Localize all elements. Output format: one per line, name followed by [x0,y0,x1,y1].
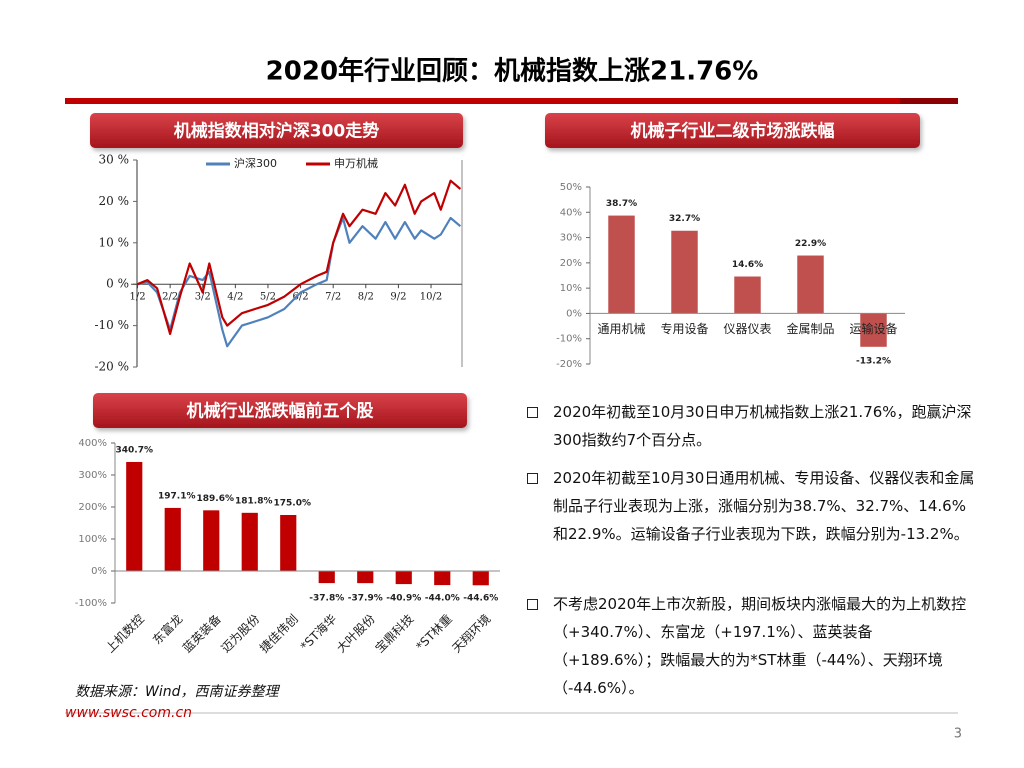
y-tick-label: -20% [556,359,582,370]
x-tick-label: 天翔环境 [449,611,494,656]
y-tick-label: 300% [78,470,107,481]
bar [164,507,181,571]
x-tick-label: 东富龙 [149,611,185,647]
series-line [137,216,462,348]
bar [241,512,258,571]
x-tick-label: 运输设备 [849,321,897,336]
x-tick-label: 5/2 [260,292,276,303]
value-label: 197.1% [158,491,196,501]
x-tick-label: 3/2 [195,292,211,303]
x-tick-label: *ST海华 [297,611,339,653]
bar [472,571,489,586]
y-tick-label: -100% [75,598,107,609]
x-tick-label: 1/2 [129,292,145,303]
y-tick-label: 30 % [99,153,130,167]
x-tick-label: 2/2 [162,292,178,303]
bar [203,510,220,571]
y-tick-label: 0% [566,308,582,319]
x-tick-label: 金属制品 [786,321,834,336]
value-label: 22.9% [795,239,826,249]
bullet: 不考虑2020年上市次新股，期间板块内涨幅最大的为上机数控（+340.7%）、东… [527,590,978,702]
y-tick-label: 20 % [99,194,130,208]
x-tick-label: 6/2 [293,292,309,303]
y-tick-label: -20 % [94,360,129,374]
legend-label: 申万机械 [334,156,378,170]
y-tick-label: 10 % [99,235,130,249]
x-tick-label: 上机数控 [102,611,147,656]
section-banner [545,113,920,148]
x-tick-label: 4/2 [227,292,243,303]
bar [671,230,698,314]
y-tick-label: 0 % [106,277,129,291]
x-tick-label: 大叶股份 [334,612,378,656]
bar [860,313,887,347]
bullet: 2020年初截至10月30日申万机械指数上涨21.76%，跑赢沪深300指数约7… [527,398,978,454]
x-tick-label: 9/2 [390,292,406,303]
bar [434,571,451,586]
bar [608,215,635,314]
x-tick-label: 宝鼎科技 [372,612,416,656]
value-label: -44.6% [463,594,498,604]
value-label: -37.9% [348,594,383,604]
y-tick-label: 30% [560,233,582,244]
bar [734,276,761,314]
bar [280,515,297,571]
x-tick-label: *ST林重 [413,612,455,654]
value-label: -37.8% [309,594,344,604]
section-banner [90,113,463,148]
x-tick-label: 通用机械 [597,321,645,336]
chart-title: 机械行业涨跌幅前五个股 [187,401,374,422]
x-tick-label: 蓝英装备 [180,612,224,656]
x-tick-label: 7/2 [325,292,341,303]
slide-title: 2020年行业回顾：机械指数上涨21.76% [266,56,759,87]
bar [126,461,143,571]
x-tick-label: 8/2 [358,292,374,303]
value-label: 175.0% [274,499,312,509]
x-tick-label: 迈为股份 [218,612,262,656]
y-tick-label: 400% [78,438,107,449]
value-label: 189.6% [197,494,235,504]
y-tick-label: 50% [560,182,582,193]
y-tick-label: -10 % [94,318,129,332]
bar [797,255,824,314]
title-rule-accent [900,98,958,104]
chart-title: 机械子行业二级市场涨跌幅 [631,121,835,142]
value-label: 32.7% [669,214,700,224]
bar [357,571,374,584]
page-number: 3 [954,727,962,742]
y-tick-label: 200% [78,502,107,513]
value-label: 38.7% [606,199,637,209]
website: www.swsc.com.cn [65,705,192,721]
title-rule [65,98,958,104]
value-label: -44.0% [425,594,460,604]
value-label: 181.8% [235,496,273,506]
value-label: -13.2% [856,356,891,366]
legend-label: 沪深300 [234,156,277,170]
bar [318,571,335,584]
x-tick-label: 捷佳伟创 [257,612,301,656]
y-tick-label: 10% [560,283,582,294]
section-banner [93,393,467,428]
chart-title: 机械指数相对沪深300走势 [174,121,380,142]
y-tick-label: -10% [556,334,582,345]
x-tick-label: 10/2 [420,292,442,303]
bar [395,571,412,585]
value-label: 340.7% [116,445,154,455]
y-tick-label: 40% [560,207,582,218]
bullet: 2020年初截至10月30日通用机械、专用设备、仪器仪表和金属制品子行业表现为上… [527,464,978,548]
y-tick-label: 20% [560,258,582,269]
value-label: -40.9% [386,594,421,604]
value-label: 14.6% [732,260,763,270]
x-tick-label: 仪器仪表 [723,322,771,336]
x-tick-label: 专用设备 [660,321,708,336]
y-tick-label: 0% [91,566,107,577]
series-line [137,179,462,335]
source-note: 数据来源：Wind，西南证券整理 [75,684,280,700]
y-tick-label: 100% [78,534,107,545]
